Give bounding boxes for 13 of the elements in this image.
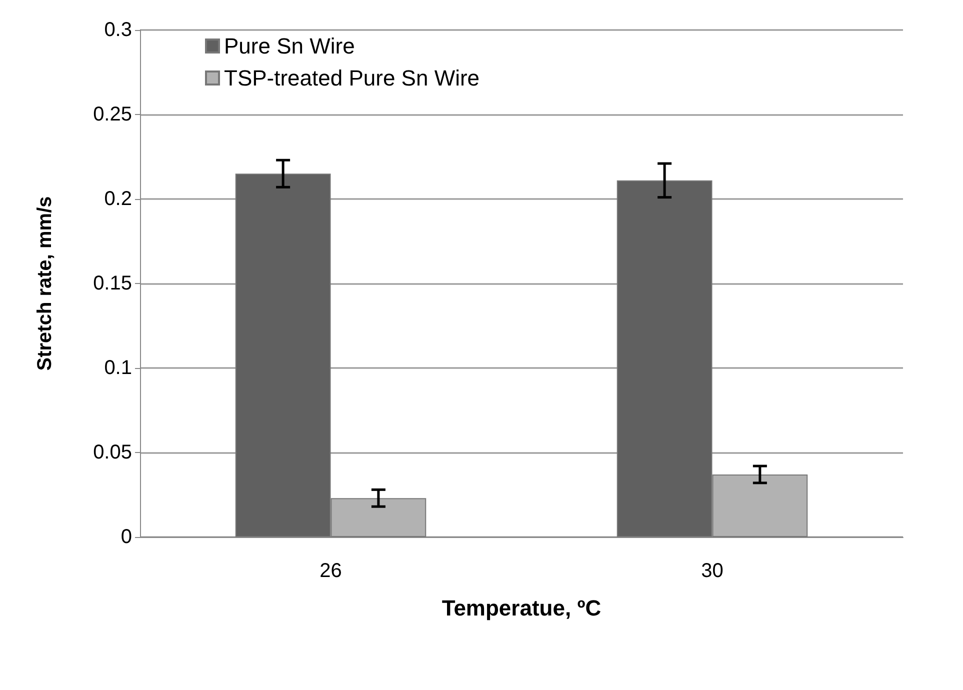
y-tick-label: 0.3 <box>104 19 132 41</box>
y-tick-label: 0.1 <box>104 357 132 379</box>
x-axis-title: Temperatue, ºC <box>442 596 602 620</box>
y-tick-label: 0.25 <box>93 104 132 126</box>
legend-label: Pure Sn Wire <box>224 34 355 58</box>
x-tick-label: 26 <box>320 560 342 582</box>
y-tick-label: 0.15 <box>93 272 132 294</box>
y-tick-label: 0.2 <box>104 188 132 210</box>
x-tick-label: 30 <box>701 560 724 582</box>
legend-label: TSP-treated Pure Sn Wire <box>224 66 480 90</box>
y-axis-title: Stretch rate, mm/s <box>34 196 56 371</box>
y-tick-label: 0 <box>120 526 132 548</box>
y-tick-label: 0.05 <box>93 442 132 464</box>
